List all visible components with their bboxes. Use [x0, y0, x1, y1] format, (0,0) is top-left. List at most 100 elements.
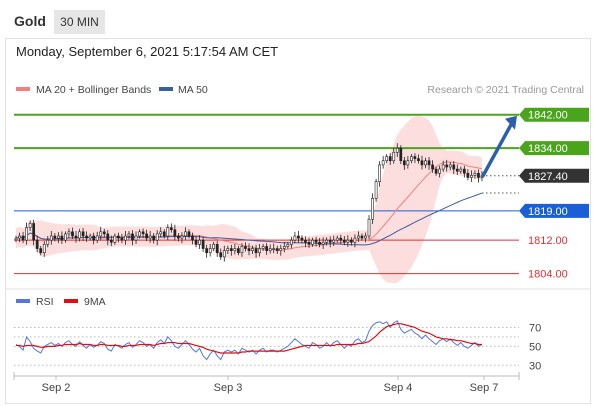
legend-label-9ma: 9MA — [84, 296, 106, 308]
candle — [342, 236, 346, 246]
candle — [222, 245, 226, 262]
candle — [159, 227, 163, 238]
legend-swatch-9ma — [64, 299, 78, 303]
candle — [297, 230, 300, 243]
candle — [138, 229, 141, 239]
candle-body — [127, 233, 131, 237]
candle — [106, 230, 110, 246]
x-tick-label: Sep 4 — [384, 382, 413, 394]
level-tag-1812-00: 1812.00 — [528, 235, 568, 247]
candle-body — [406, 160, 410, 166]
candle — [162, 229, 166, 239]
candle — [25, 222, 28, 245]
candle — [215, 241, 219, 257]
candle-body — [367, 218, 371, 237]
candle — [268, 244, 272, 254]
candle-body — [304, 239, 307, 243]
x-tick-label: Sep 2 — [42, 382, 71, 394]
candle-body — [261, 246, 265, 249]
rsi-legend: RSI 9MA — [16, 296, 106, 308]
candle — [399, 145, 403, 165]
candle — [470, 170, 473, 183]
candle-body — [477, 172, 480, 178]
candle-body — [32, 223, 36, 241]
candle — [410, 154, 413, 164]
candle — [462, 165, 466, 178]
candle — [187, 229, 191, 239]
candle-body — [286, 244, 290, 247]
candle — [152, 233, 156, 244]
candle-body — [134, 235, 138, 241]
x-tick-label: Sep 3 — [214, 382, 243, 394]
candle-body — [339, 237, 343, 241]
candle — [166, 224, 170, 241]
candle-body — [99, 231, 103, 237]
candle-body — [459, 168, 463, 172]
candle-body — [346, 239, 350, 243]
candle-body — [388, 156, 392, 162]
candle-body — [95, 235, 99, 241]
candle — [307, 237, 311, 249]
candle-body — [131, 233, 134, 241]
candle — [201, 237, 205, 252]
candle-body — [399, 147, 403, 162]
level-labels: 1842.00 1834.00 1827.40 1819.00 1812.00 1804.… — [519, 107, 589, 281]
bollinger-band-area — [16, 115, 482, 284]
candle — [300, 235, 304, 244]
level-tag-1819-00: 1819.00 — [519, 203, 589, 218]
last-price-tag-bg — [519, 168, 589, 183]
candle-body — [155, 233, 159, 241]
candle — [102, 228, 106, 238]
candle — [244, 242, 247, 252]
candlesticks — [14, 143, 484, 262]
candle-body — [402, 160, 406, 166]
candle — [173, 224, 177, 241]
candle-body — [46, 239, 50, 245]
candle — [28, 220, 32, 231]
candle-body — [445, 164, 449, 168]
candle-body — [14, 237, 18, 241]
candle — [148, 230, 152, 243]
candle-body — [85, 235, 88, 239]
candle-body — [201, 239, 205, 249]
candle — [371, 193, 374, 224]
candle-body — [187, 231, 191, 237]
candle-body — [381, 160, 385, 166]
candle-body — [360, 235, 364, 239]
candle-body — [378, 164, 381, 182]
candle — [290, 236, 293, 249]
candle — [335, 235, 339, 243]
candle-body — [311, 239, 314, 245]
candle-body — [318, 241, 321, 245]
candle-body — [28, 223, 32, 228]
last-price-label: 1827.40 — [528, 171, 568, 183]
candle — [477, 169, 480, 183]
timestamp: Monday, September 6, 2021 5:17:54 AM CET — [16, 44, 279, 59]
candle — [60, 231, 64, 244]
candle — [427, 156, 431, 170]
candle-body — [247, 248, 251, 251]
candle — [14, 235, 18, 243]
candle-body — [275, 248, 279, 251]
level-label-1804-00: 1804.00 — [528, 269, 568, 281]
candle — [318, 238, 321, 248]
candle — [254, 244, 258, 258]
level-label-1819-00: 1819.00 — [528, 206, 568, 218]
candle — [357, 231, 360, 242]
candle — [127, 230, 131, 240]
candle-body — [473, 172, 477, 176]
candle-body — [300, 237, 304, 241]
candle — [18, 232, 21, 243]
candle — [258, 243, 261, 257]
candle-body — [102, 231, 106, 235]
candle — [226, 245, 230, 254]
candle — [141, 228, 145, 239]
rsi-tick-50: 50 — [529, 341, 541, 353]
candle-body — [452, 164, 456, 170]
timeframe-badge[interactable]: 30 MIN — [54, 10, 105, 34]
candle — [191, 232, 194, 245]
candle-body — [138, 231, 141, 237]
rsi-line — [15, 320, 483, 361]
candle-body — [364, 235, 367, 239]
candle-body — [88, 235, 92, 239]
